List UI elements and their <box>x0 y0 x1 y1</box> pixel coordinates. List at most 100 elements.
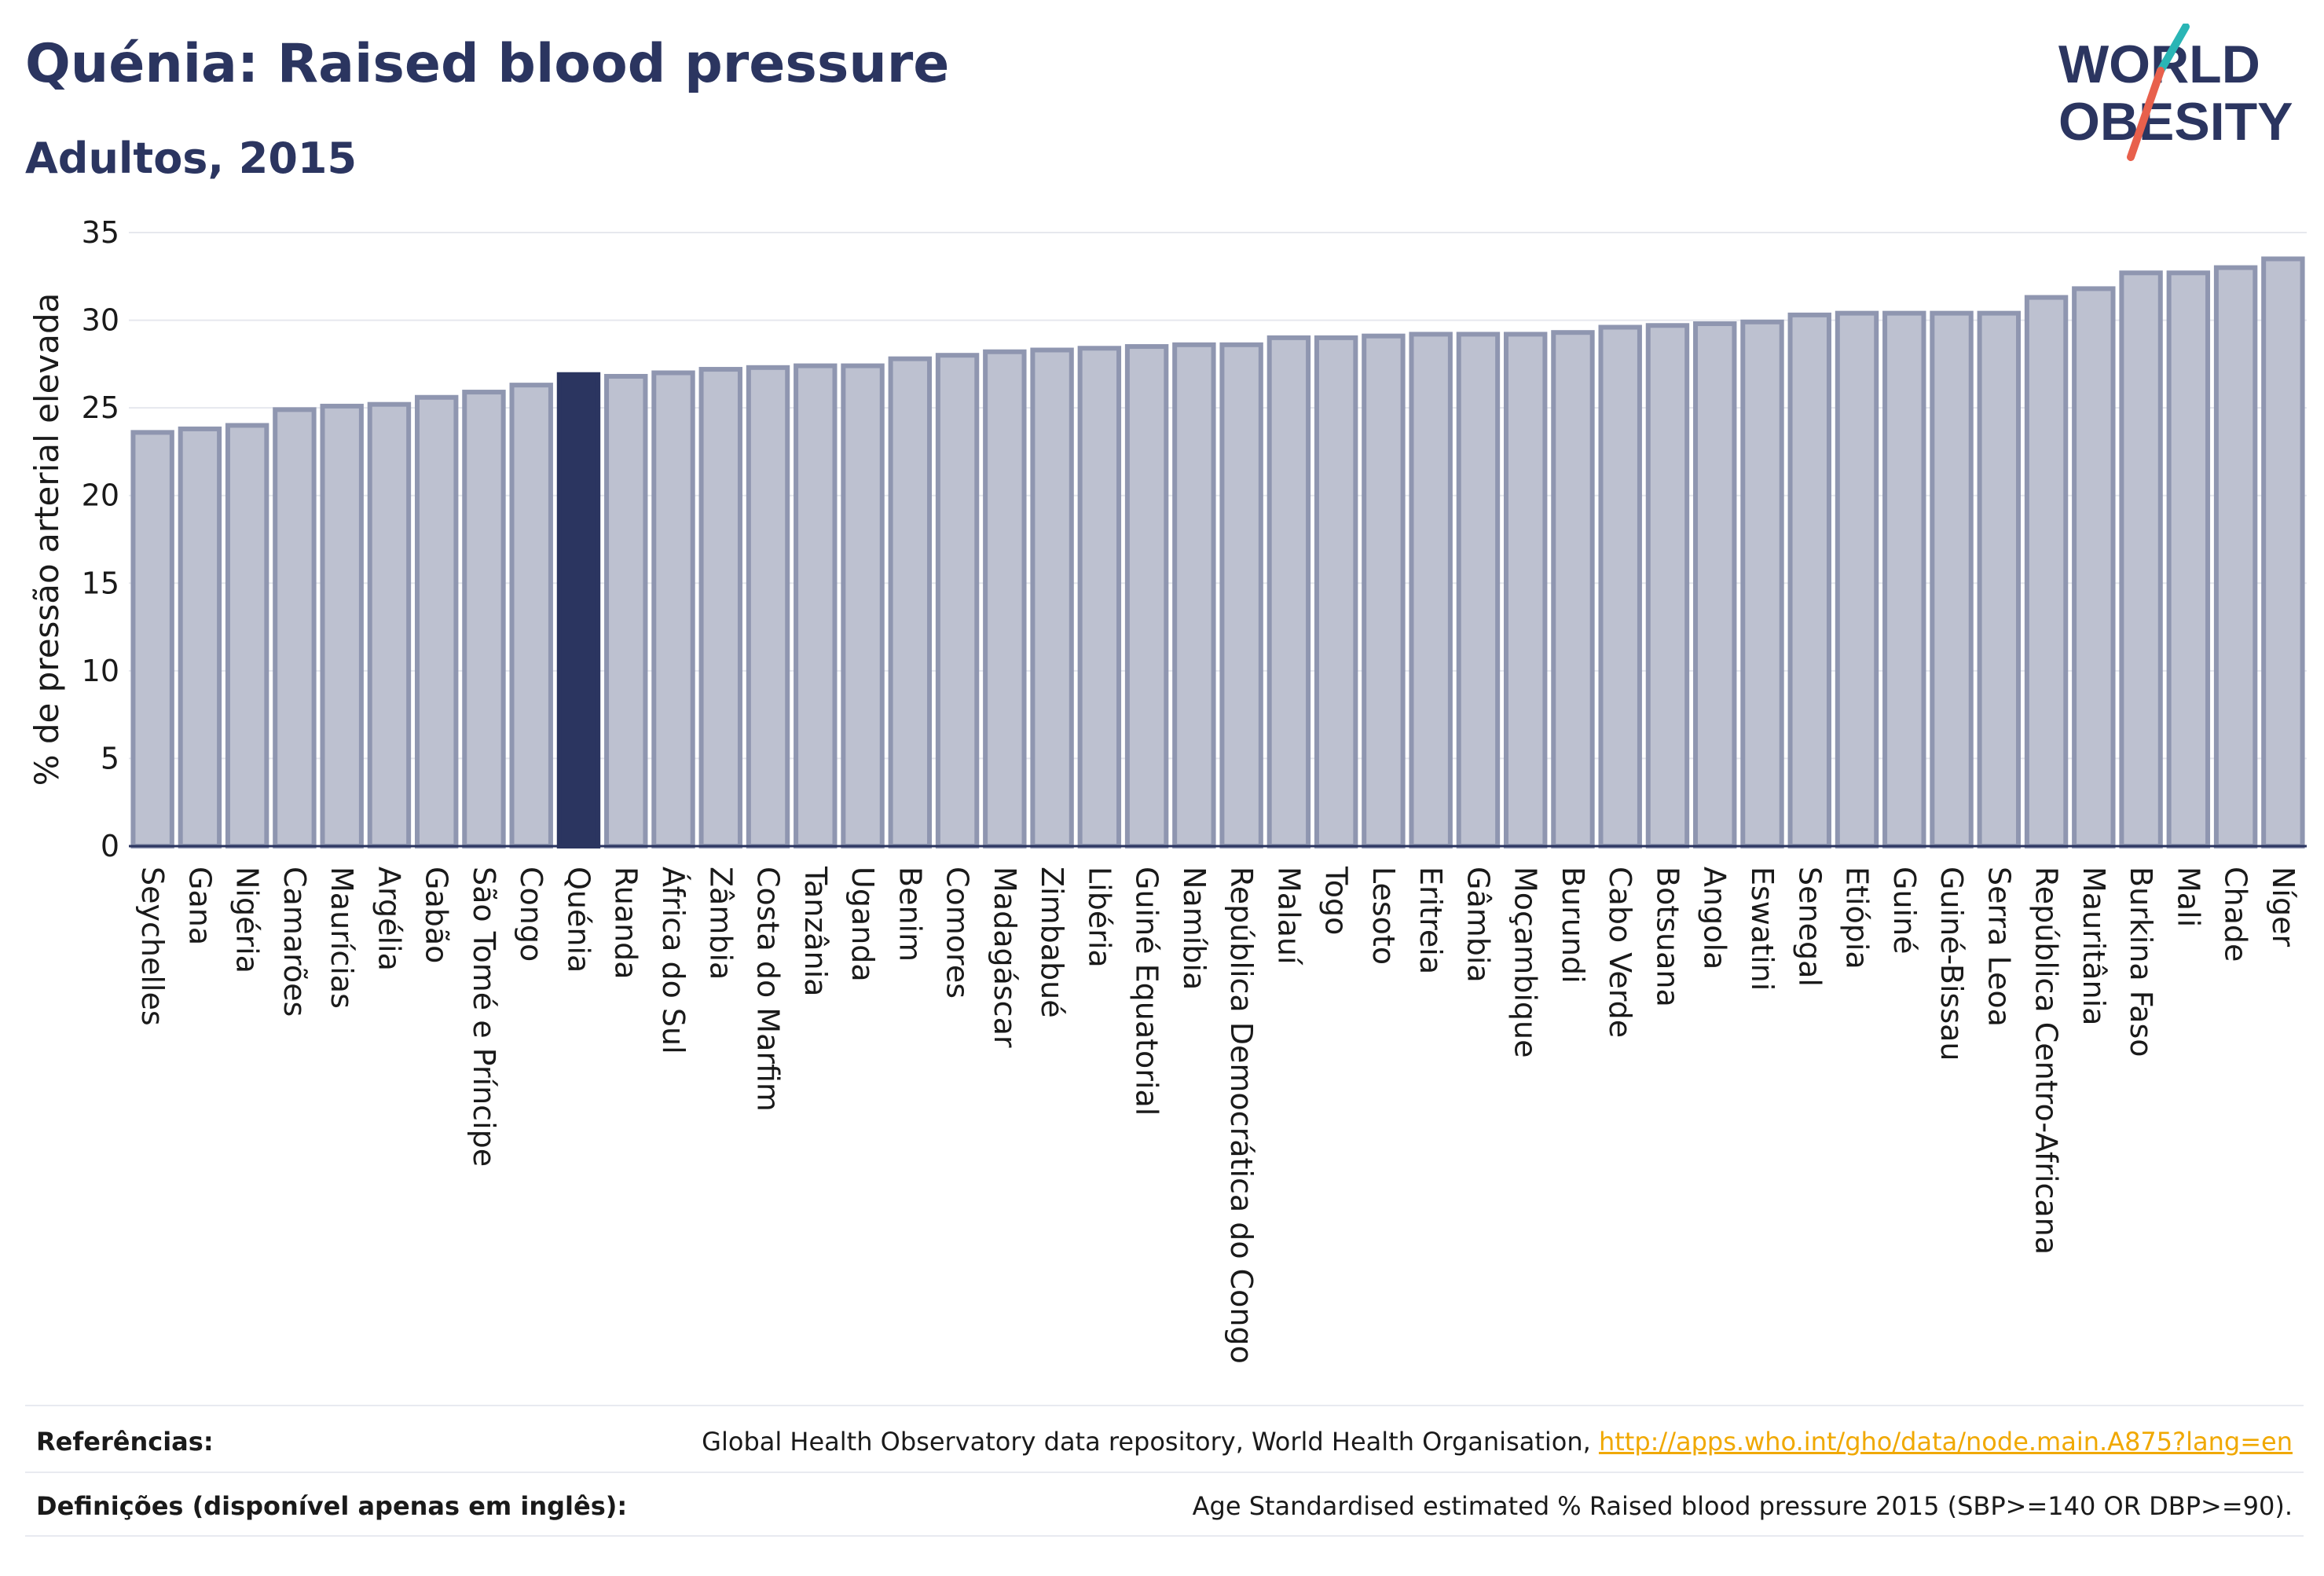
bar <box>1314 335 1358 848</box>
bar <box>225 423 269 848</box>
x-tick-label: Togo <box>1319 866 1354 935</box>
bar <box>698 367 742 848</box>
x-tick-label: Camarões <box>277 867 312 1017</box>
x-tick-label: Uganda <box>845 867 880 982</box>
x-tick-label: Senegal <box>1792 867 1827 987</box>
bar <box>1930 310 1974 849</box>
footer-divider-top <box>25 1405 2304 1406</box>
x-tick-label: Quénia <box>561 867 596 973</box>
x-tick-label: Nigéria <box>230 867 265 973</box>
y-tick-label: 10 <box>82 654 119 688</box>
y-axis-label: % de pressão arterial elevada <box>27 293 66 786</box>
x-tick-label: Serra Leoa <box>1981 867 2016 1027</box>
bar <box>1882 310 1926 849</box>
x-tick-label: Angola <box>1698 867 1732 969</box>
bar <box>935 353 980 848</box>
bar <box>273 407 317 848</box>
bar <box>2166 270 2211 848</box>
x-tick-label: Tanzânia <box>798 866 833 996</box>
y-tick-label: 30 <box>82 303 119 338</box>
bar <box>1977 310 2022 849</box>
x-tick-label: Libéria <box>1082 867 1116 968</box>
bar <box>178 426 222 848</box>
world-obesity-logo: WORLD OBESITY <box>2058 24 2293 161</box>
x-tick-label: República Centro-Africana <box>2029 867 2064 1255</box>
page-subtitle: Adultos, 2015 <box>25 134 357 183</box>
bar <box>462 390 506 848</box>
bar <box>414 394 459 848</box>
bar <box>604 373 648 848</box>
bar <box>2261 256 2305 848</box>
x-tick-label: Eritreia <box>1413 867 1448 974</box>
x-tick-label: Chade <box>2219 867 2253 962</box>
y-tick-label: 35 <box>82 215 119 250</box>
bar-chart: 0 5 10 15 20 25 30 35 % de pressão arterial elev… <box>27 215 2307 1364</box>
x-tick-label: Namíbia <box>1177 867 1211 990</box>
bar <box>841 363 885 848</box>
bar <box>983 349 1027 849</box>
y-tick-label: 25 <box>82 390 119 425</box>
y-tick-label: 5 <box>101 741 119 775</box>
x-tick-label: Ruanda <box>609 867 643 980</box>
y-tick-label: 0 <box>101 829 119 863</box>
x-tick-label: São Tomé e Príncipe <box>467 867 501 1167</box>
bar <box>1645 323 1690 849</box>
bar <box>1362 333 1406 848</box>
x-tick-label: Gâmbia <box>1461 867 1495 983</box>
bar <box>1409 332 1453 848</box>
references-link[interactable]: http://apps.who.int/gho/data/node.main.A… <box>1598 1427 2293 1457</box>
bar <box>1456 332 1501 848</box>
x-tick-label: Níger <box>2266 867 2300 947</box>
y-tick-label: 15 <box>82 566 119 600</box>
x-tick-label: Congo <box>514 867 548 962</box>
references-text: Global Health Observatory data repositor… <box>702 1427 2293 1457</box>
bar <box>1266 335 1311 848</box>
x-tick-label: Lesoto <box>1366 867 1401 965</box>
x-tick-label: Guiné <box>1887 867 1922 955</box>
bar <box>1219 342 1263 849</box>
x-tick-label: Burundi <box>1556 867 1590 984</box>
bar <box>320 403 364 848</box>
bar <box>1598 324 1642 848</box>
x-tick-label: Botsuana <box>1650 867 1684 1007</box>
x-tick-label: África do Sul <box>656 867 691 1054</box>
bar <box>1077 346 1122 848</box>
footer-divider-bottom <box>25 1535 2304 1537</box>
bar <box>1124 344 1169 848</box>
bar <box>1030 347 1074 848</box>
references-row: Referências: Global Health Observatory d… <box>25 1410 2304 1473</box>
x-tick-label: Mali <box>2171 867 2205 927</box>
bar <box>746 365 790 848</box>
bar <box>1503 332 1548 848</box>
definitions-label: Definições (disponível apenas em inglês)… <box>36 1491 628 1521</box>
x-tick-label: Seychelles <box>135 867 170 1026</box>
x-tick-label: Comores <box>940 867 975 999</box>
x-tick-label: Zâmbia <box>703 867 738 980</box>
references-source: Global Health Observatory data repositor… <box>702 1427 1599 1457</box>
bar <box>1787 312 1831 848</box>
x-tick-label: Benim <box>893 867 927 962</box>
bar <box>888 356 933 849</box>
references-label: Referências: <box>36 1427 214 1457</box>
x-tick-label: Costa do Marfim <box>751 867 786 1112</box>
footer-divider-middle <box>25 1472 2304 1473</box>
x-tick-label: Maurícias <box>324 867 359 1009</box>
bar <box>2213 265 2258 848</box>
logo-line-obesity: OBESITY <box>2058 92 2293 152</box>
bar <box>2119 270 2163 848</box>
x-tick-label: República Democrática do Congo <box>1224 867 1259 1364</box>
x-tick-label: Gana <box>182 867 217 945</box>
y-tick-label: 20 <box>82 478 119 513</box>
page-title: Quénia: Raised blood pressure <box>25 33 950 95</box>
definitions-row: Definições (disponível apenas em inglês)… <box>25 1475 2304 1538</box>
logo-slash-bottom <box>2127 67 2165 161</box>
bar <box>1835 310 1879 849</box>
bar <box>1693 321 1737 848</box>
bar <box>651 370 695 848</box>
bar <box>509 383 553 848</box>
bar <box>367 401 412 848</box>
bar <box>130 430 174 848</box>
definitions-text: Age Standardised estimated % Raised bloo… <box>1192 1491 2293 1521</box>
bar <box>1551 330 1595 849</box>
x-tick-label: Mauritânia <box>2077 867 2111 1025</box>
